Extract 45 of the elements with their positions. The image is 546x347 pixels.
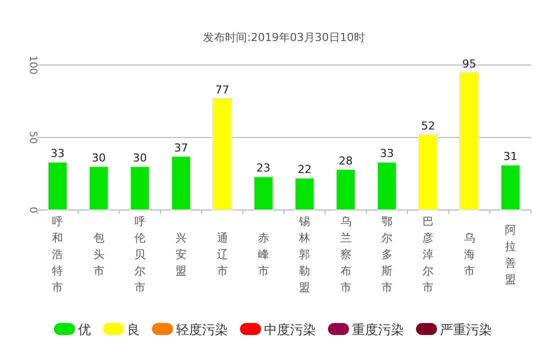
data-label: 52 <box>421 120 436 133</box>
bar <box>336 168 356 210</box>
data-label: 37 <box>174 141 188 154</box>
x-tick-label: 包头市 <box>93 232 104 278</box>
data-label: 28 <box>338 154 353 168</box>
x-tick-label: 阿拉善盟 <box>504 223 516 286</box>
x-tick-label: 兴安盟 <box>176 232 187 278</box>
data-label: 30 <box>92 152 106 164</box>
bar <box>171 156 192 210</box>
legend-label: 良 <box>127 323 140 338</box>
data-label: 77 <box>215 83 230 96</box>
bar <box>500 164 520 210</box>
x-tick-label: 巴彦淖尔市 <box>422 215 434 294</box>
data-label: 22 <box>298 163 312 176</box>
x-tick-label: 锡林郭勒盟 <box>298 215 310 294</box>
data-label: 23 <box>256 162 270 175</box>
data-label: 33 <box>380 147 394 160</box>
x-tick-label: 乌海市 <box>464 232 475 278</box>
legend-label: 严重污染 <box>440 323 492 338</box>
chart-title: 发布时间:2019年03月30日10时 <box>203 31 365 44</box>
data-label: 33 <box>50 147 65 160</box>
x-tick-label: 呼伦贝尔市 <box>134 215 146 294</box>
bar <box>459 72 480 210</box>
legend-label: 重度污染 <box>352 322 404 338</box>
x-tick-label: 乌兰察布市 <box>340 215 352 294</box>
x-tick-label: 通辽市 <box>216 232 228 278</box>
x-tick-label: 呼和浩特市 <box>52 215 64 294</box>
bar <box>418 134 438 210</box>
bar <box>376 162 397 210</box>
data-label: 95 <box>462 57 476 70</box>
x-tick-label: 鄂尔多斯市 <box>381 215 392 294</box>
y-tick-label: 100 <box>27 55 38 75</box>
data-label: 31 <box>503 150 518 164</box>
data-label: 30 <box>132 152 147 164</box>
bar <box>88 166 109 210</box>
bar <box>253 176 274 210</box>
legend-label: 中度污染 <box>264 322 316 338</box>
legend-label: 优 <box>78 323 91 338</box>
x-tick-label: 赤峰市 <box>258 232 269 278</box>
legend-label: 轻度污染 <box>176 322 228 338</box>
y-tick-label: 50 <box>27 131 38 144</box>
bar <box>130 166 150 210</box>
bar <box>48 162 68 210</box>
bar <box>294 178 315 210</box>
bar <box>212 98 232 210</box>
